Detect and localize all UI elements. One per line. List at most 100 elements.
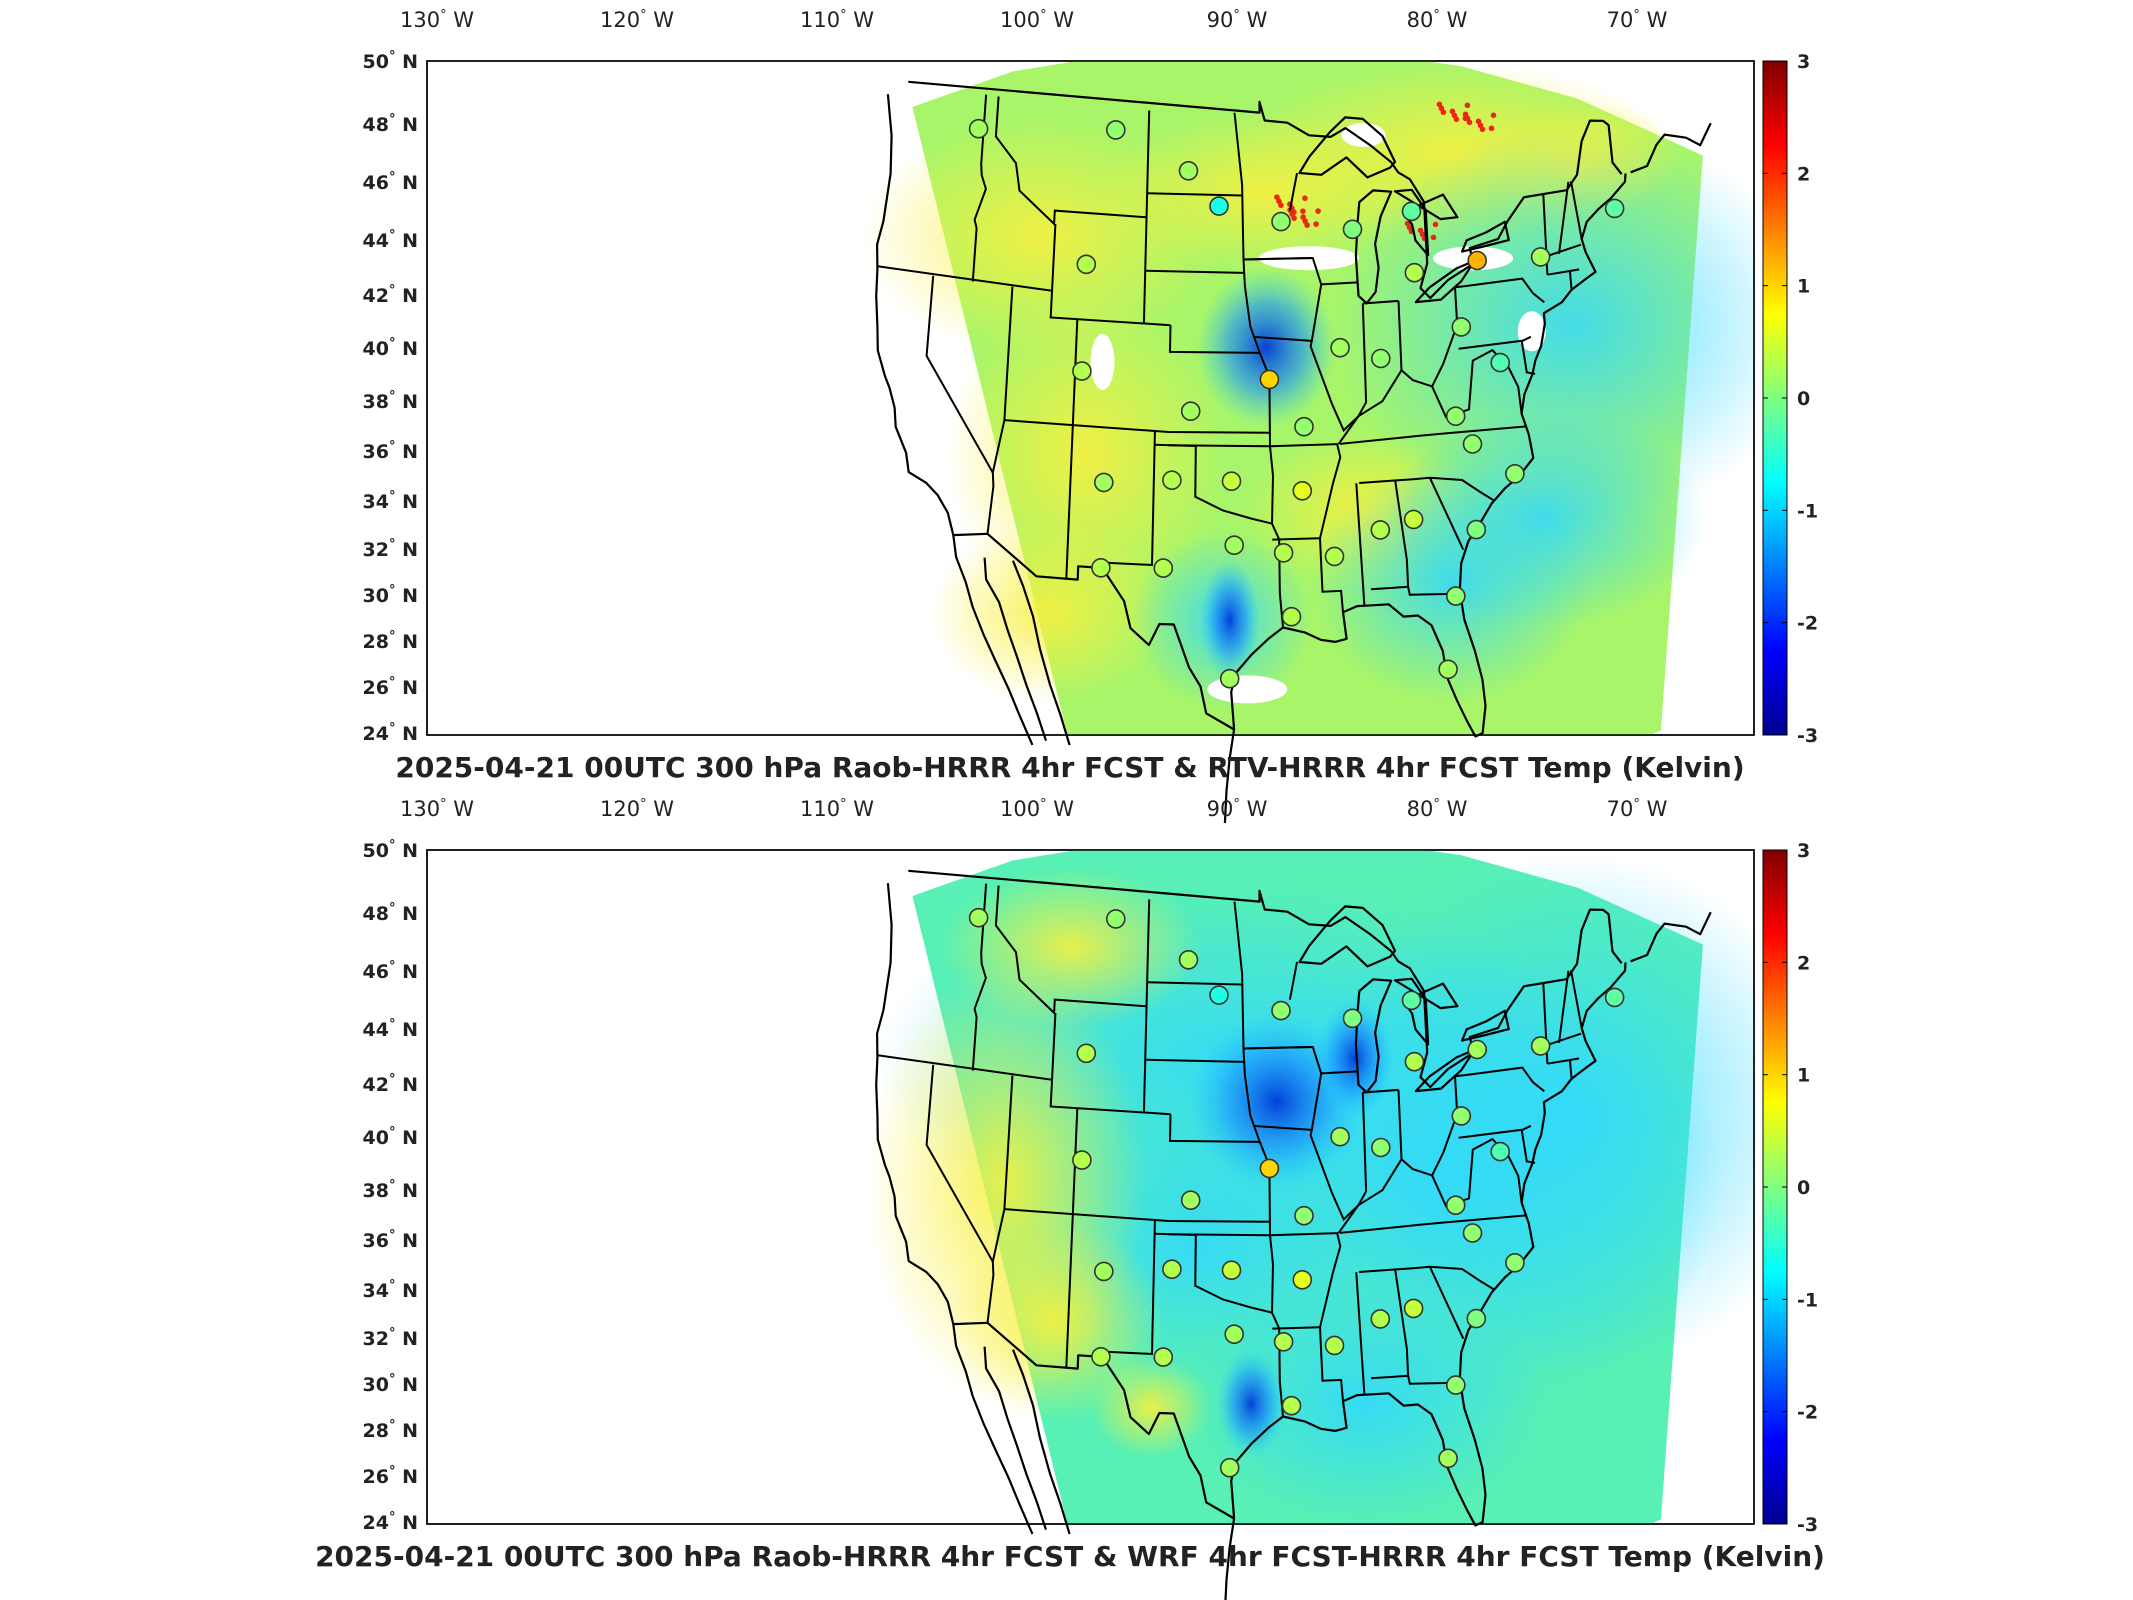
- raob-station-marker: [1505, 1253, 1525, 1273]
- raob-station-marker: [1446, 1375, 1466, 1395]
- raob-station-marker: [1438, 1448, 1458, 1469]
- state-border: [1243, 1045, 1368, 1222]
- state-border: [1458, 335, 1532, 350]
- latitude-label: 50° N: [363, 49, 418, 73]
- warm-speckle: [1490, 112, 1497, 119]
- state-border: [971, 94, 988, 282]
- raob-station-marker: [1342, 219, 1363, 240]
- longitude-label: 110° W: [800, 8, 874, 32]
- latitude-label: 26° N: [363, 1464, 418, 1488]
- state-border: [1431, 1137, 1498, 1208]
- colorbar-tick-label: 0: [1797, 388, 1810, 410]
- raob-station-marker: [1259, 1158, 1280, 1179]
- colorbar-tick-label: 2: [1797, 163, 1810, 185]
- state-border: [1339, 425, 1527, 445]
- state-border: [1004, 419, 1270, 434]
- latitude-label: 34° N: [363, 489, 418, 513]
- coastline: [1230, 962, 1627, 1527]
- longitude-label: 80° W: [1407, 8, 1468, 32]
- colorbar-tick-label: -3: [1797, 1514, 1818, 1536]
- coastline: [1630, 911, 1712, 963]
- latitude-label: 34° N: [363, 1278, 418, 1302]
- state-border: [1168, 325, 1260, 354]
- raob-station-marker: [1401, 990, 1422, 1011]
- raob-station-marker: [1330, 1126, 1350, 1147]
- latitude-label: 44° N: [363, 228, 418, 252]
- raob-station-marker: [1072, 361, 1092, 381]
- latitude-label: 44° N: [363, 1017, 418, 1041]
- state-border: [1101, 1220, 1156, 1356]
- warm-speckle: [1466, 119, 1473, 126]
- raob-station-marker: [1490, 352, 1510, 373]
- latitude-label: 46° N: [363, 959, 418, 983]
- raob-station-marker: [968, 118, 989, 139]
- state-border: [1233, 901, 1275, 1313]
- raob-station-marker: [1162, 470, 1182, 491]
- coastline: [983, 557, 1048, 742]
- latitude-label: 30° N: [363, 583, 418, 607]
- field-anomaly: [1216, 1348, 1287, 1459]
- raob-station-marker: [1467, 250, 1487, 271]
- state-border: [1520, 1129, 1536, 1164]
- warm-speckle: [1291, 215, 1297, 221]
- great-lake: [1460, 1009, 1510, 1042]
- latitude-label: 28° N: [363, 1418, 418, 1442]
- longitude-labels: 130° W 120° W 110° W 100° W 90° W 80° W 70° W: [400, 797, 1668, 821]
- state-border: [1359, 476, 1495, 502]
- coastline: [983, 1346, 1048, 1531]
- raob-station-marker: [1091, 1347, 1111, 1367]
- coastline: [1011, 1349, 1071, 1535]
- raob-station-marker: [1371, 348, 1391, 369]
- raob-station-marker: [1076, 1043, 1097, 1064]
- state-border: [1454, 1066, 1545, 1093]
- colorbar-tick-label: 1: [1797, 276, 1810, 298]
- colorbar-tick-label: 0: [1797, 1177, 1810, 1199]
- state-border: [1548, 243, 1582, 257]
- state-border: [986, 286, 1014, 534]
- state-border: [1233, 112, 1275, 524]
- longitude-label: 120° W: [600, 797, 674, 821]
- state-border: [1506, 1152, 1523, 1203]
- field-anomaly: [1090, 1357, 1211, 1458]
- warm-speckle: [1453, 116, 1460, 123]
- state-border: [1272, 1326, 1321, 1330]
- state-border: [1321, 1070, 1359, 1075]
- raob-station-marker: [1371, 1137, 1391, 1158]
- state-border: [1004, 1208, 1270, 1223]
- raob-station-marker: [1530, 247, 1551, 267]
- latitude-label: 32° N: [363, 537, 418, 561]
- raob-station-marker: [1292, 480, 1313, 501]
- raob-station-marker: [1490, 1141, 1510, 1162]
- latitude-label: 48° N: [363, 901, 418, 925]
- longitude-label: 90° W: [1207, 797, 1268, 821]
- warm-speckle: [1300, 208, 1306, 214]
- great-lake: [1298, 116, 1397, 179]
- warm-speckle: [1479, 126, 1486, 133]
- raob-station-marker: [1209, 196, 1229, 216]
- state-border: [1101, 431, 1156, 567]
- latitude-label: 28° N: [363, 629, 418, 653]
- warm-speckle: [1432, 221, 1439, 228]
- state-border: [971, 883, 988, 1071]
- longitude-label: 130° W: [400, 797, 474, 821]
- state-border: [1370, 480, 1410, 591]
- raob-station-marker: [1162, 1259, 1182, 1279]
- latitude-label: 46° N: [363, 170, 418, 194]
- warm-speckle: [1313, 221, 1319, 227]
- raob-station-marker: [1451, 1106, 1472, 1126]
- longitude-label: 100° W: [1000, 8, 1074, 32]
- state-border: [1269, 443, 1344, 613]
- raob-station-marker: [1370, 1309, 1391, 1329]
- colorbar: 3 2 1 0 -1 -2 -3: [1762, 51, 1818, 747]
- colorbar-tick-label: -3: [1797, 725, 1818, 747]
- field-anomaly: [1199, 559, 1260, 680]
- raob-stations: [968, 907, 1625, 1478]
- raob-station-marker: [1462, 434, 1483, 454]
- raob-station-marker: [1091, 557, 1111, 578]
- latitude-label: 30° N: [363, 1372, 418, 1396]
- raob-station-marker: [1294, 1205, 1314, 1226]
- raob-station-marker: [1180, 401, 1201, 422]
- state-border: [1252, 1124, 1312, 1131]
- state-border: [1355, 483, 1366, 606]
- coastline: [1230, 173, 1627, 738]
